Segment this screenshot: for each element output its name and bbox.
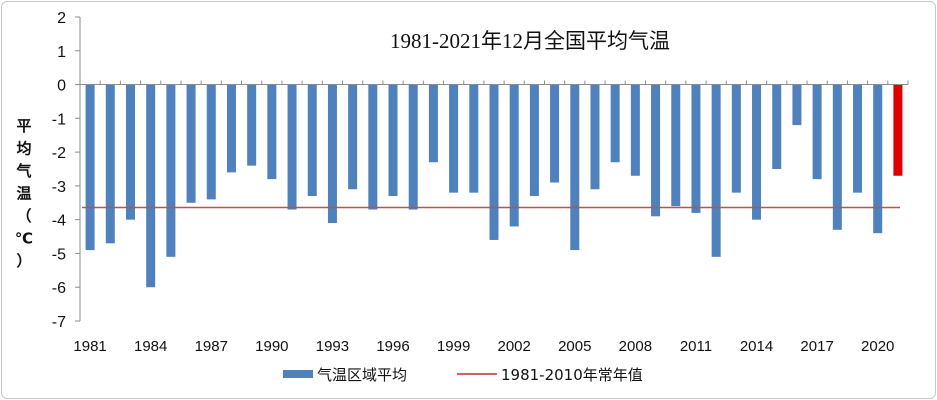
bar-2008 bbox=[630, 84, 640, 176]
bar-1986 bbox=[186, 84, 196, 203]
y-tick-label: -3 bbox=[52, 179, 66, 196]
bar-2015 bbox=[772, 84, 782, 169]
bar-2021 bbox=[893, 84, 903, 176]
bar-1988 bbox=[226, 84, 236, 173]
bar-2003 bbox=[529, 84, 539, 197]
y-axis-label: 平均气温 （ ℃ ） bbox=[15, 117, 33, 270]
x-tick-label: 1993 bbox=[316, 338, 349, 355]
bar-1999 bbox=[449, 84, 459, 193]
bar-1993 bbox=[327, 84, 337, 224]
bar-2009 bbox=[651, 84, 661, 217]
bar-2014 bbox=[752, 84, 762, 220]
bar-2019 bbox=[853, 84, 863, 193]
x-tick-label: 2014 bbox=[740, 338, 773, 355]
bar-1996 bbox=[388, 84, 398, 197]
bar-2001 bbox=[489, 84, 499, 240]
bar-1981 bbox=[85, 84, 95, 251]
zero-axis bbox=[79, 80, 909, 86]
y-tick-label: -2 bbox=[52, 145, 66, 162]
x-tick-label: 2011 bbox=[680, 338, 712, 355]
legend-bar-label: 气温区域平均 bbox=[317, 366, 407, 384]
bar-2005 bbox=[570, 84, 580, 251]
bar-2012 bbox=[711, 84, 721, 257]
x-tick-label: 1999 bbox=[437, 338, 470, 355]
y-label-char: 气 bbox=[15, 162, 31, 180]
bar-1985 bbox=[166, 84, 176, 257]
bar-1992 bbox=[307, 84, 317, 197]
bar-2013 bbox=[731, 84, 741, 193]
bar-2004 bbox=[550, 84, 560, 183]
bar-2017 bbox=[812, 84, 822, 180]
y-label-char: （ bbox=[16, 207, 31, 225]
legend: 气温区域平均 1981-2010年常年值 bbox=[283, 366, 643, 384]
bar-1994 bbox=[348, 84, 358, 190]
legend-bar-swatch bbox=[283, 370, 313, 378]
y-axis: 2 1 0 -1 -2 -3 -4 -5 -6 -7 bbox=[52, 10, 81, 331]
x-tick-label: 1981 bbox=[73, 338, 106, 355]
y-tick-label: -6 bbox=[52, 280, 66, 297]
x-tick-label: 2017 bbox=[800, 338, 833, 355]
y-tick-label: -4 bbox=[52, 213, 66, 230]
legend-line-label: 1981-2010年常年值 bbox=[501, 366, 643, 384]
y-label-char: 均 bbox=[16, 140, 31, 158]
x-tick-label: 2020 bbox=[861, 338, 894, 355]
y-label-char: ） bbox=[16, 252, 31, 270]
bar-1995 bbox=[368, 84, 378, 210]
x-tick-label: 1990 bbox=[255, 338, 288, 355]
bar-2016 bbox=[792, 84, 802, 126]
bar-1998 bbox=[428, 84, 438, 163]
x-tick-label: 1996 bbox=[376, 338, 409, 355]
bar-1983 bbox=[125, 84, 135, 220]
y-tick-label: -1 bbox=[52, 111, 66, 128]
bar-2002 bbox=[509, 84, 519, 227]
x-tick-label: 2008 bbox=[619, 338, 652, 355]
x-tick-label: 2002 bbox=[498, 338, 531, 355]
bar-1990 bbox=[267, 84, 277, 180]
x-tick-label: 2005 bbox=[558, 338, 591, 355]
bar-2006 bbox=[590, 84, 600, 190]
x-tick-label: 1987 bbox=[195, 338, 228, 355]
y-label-char: 温 bbox=[16, 185, 31, 203]
bar-2010 bbox=[671, 84, 681, 207]
bar-1997 bbox=[408, 84, 418, 210]
y-tick-label: 0 bbox=[57, 78, 66, 95]
y-tick-label: -7 bbox=[52, 314, 66, 331]
bars bbox=[85, 84, 903, 288]
bar-1989 bbox=[247, 84, 257, 166]
bar-1982 bbox=[105, 84, 115, 244]
y-tick-label: 1 bbox=[57, 44, 66, 61]
bar-2000 bbox=[469, 84, 479, 193]
bar-1991 bbox=[287, 84, 297, 210]
y-tick-label: -5 bbox=[52, 246, 66, 263]
y-label-char: ℃ bbox=[15, 230, 33, 248]
x-tick-label: 1984 bbox=[134, 338, 167, 355]
bar-1984 bbox=[146, 84, 156, 288]
bar-2007 bbox=[610, 84, 620, 163]
y-label-char: 平 bbox=[16, 117, 31, 135]
bar-2011 bbox=[691, 84, 701, 213]
x-axis-ticks: 1981 1984 1987 1990 1993 1996 1999 2002 2005 2008… bbox=[73, 338, 894, 355]
bar-2020 bbox=[873, 84, 883, 234]
y-tick-label: 2 bbox=[57, 10, 66, 27]
chart-title: 1981-2021年12月全国平均气温 bbox=[390, 29, 670, 53]
bar-1987 bbox=[206, 84, 216, 200]
bar-2018 bbox=[832, 84, 842, 230]
